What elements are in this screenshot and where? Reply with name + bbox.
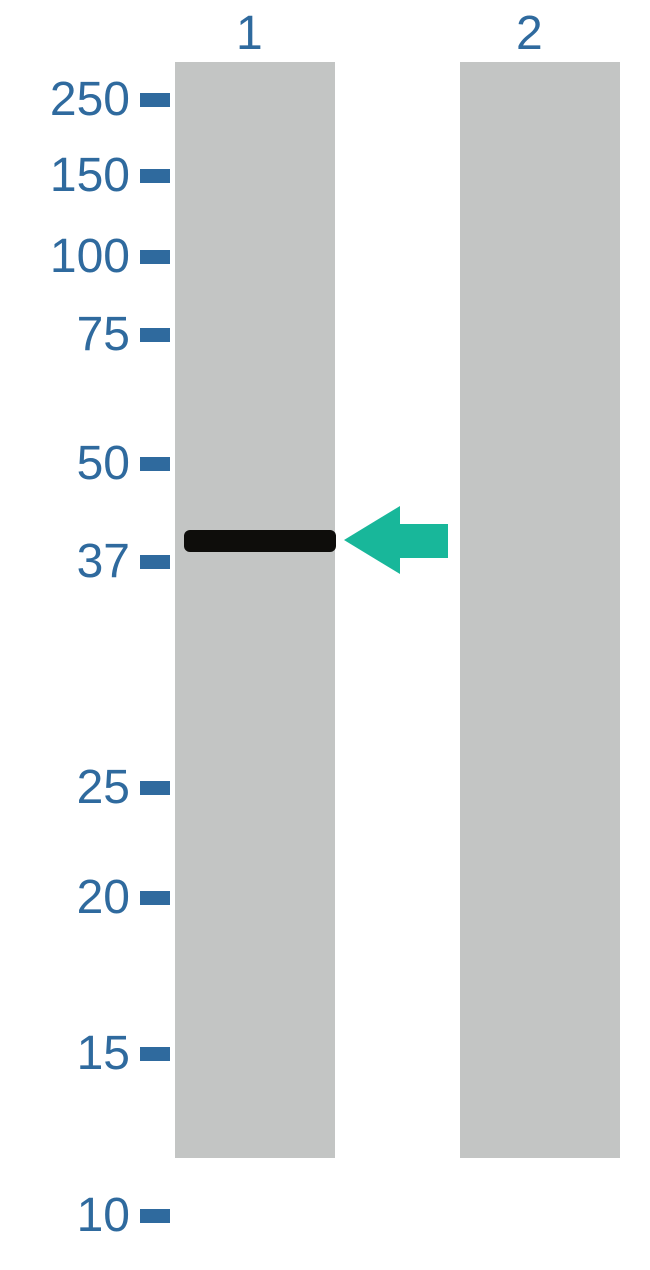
lane-2 (460, 62, 620, 1158)
marker-dash-20 (140, 891, 170, 905)
marker-dash-50 (140, 457, 170, 471)
lane-1 (175, 62, 335, 1158)
arrow-head (344, 506, 400, 574)
marker-label-20: 20 (77, 874, 130, 922)
marker-label-50: 50 (77, 440, 130, 488)
primary-band (184, 530, 336, 552)
marker-label-37: 37 (77, 538, 130, 586)
marker-label-25: 25 (77, 764, 130, 812)
lane-header-1: 1 (236, 6, 263, 61)
marker-label-250: 250 (50, 76, 130, 124)
marker-dash-100 (140, 250, 170, 264)
arrow-shaft (400, 524, 448, 558)
marker-dash-25 (140, 781, 170, 795)
marker-label-150: 150 (50, 152, 130, 200)
blot-canvas: 1 2 250 150 100 75 50 37 25 20 15 10 (0, 0, 650, 1270)
marker-label-100: 100 (50, 233, 130, 281)
marker-dash-150 (140, 169, 170, 183)
marker-dash-15 (140, 1047, 170, 1061)
lane-header-2: 2 (516, 6, 543, 61)
marker-label-10: 10 (77, 1192, 130, 1240)
marker-dash-75 (140, 328, 170, 342)
marker-dash-37 (140, 555, 170, 569)
marker-label-15: 15 (77, 1030, 130, 1078)
marker-label-75: 75 (77, 311, 130, 359)
marker-dash-10 (140, 1209, 170, 1223)
marker-dash-250 (140, 93, 170, 107)
